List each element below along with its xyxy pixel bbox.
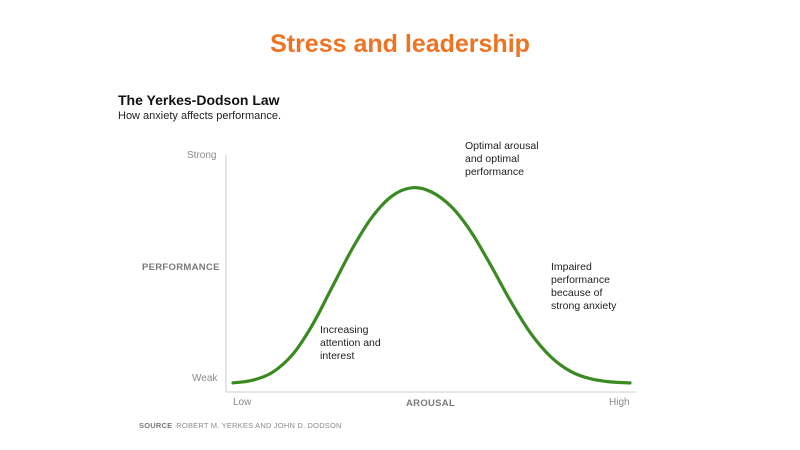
chart-subtitle: How anxiety affects performance. [118, 110, 282, 122]
annotation-line: Increasing [320, 324, 369, 336]
annotation-line: Optimal arousal [465, 140, 539, 152]
annotation-line: interest [320, 350, 355, 362]
annotation-increasing-attention: Increasing attention and interest [320, 324, 381, 363]
annotation-line: because of [551, 287, 603, 299]
slide-title: Stress and leadership [270, 30, 530, 58]
annotation-optimal-performance: Optimal arousal and optimal performance [465, 140, 539, 179]
x-tick-low: Low [233, 397, 252, 408]
annotation-line: and optimal [465, 153, 520, 165]
performance-curve [231, 186, 632, 385]
annotation-impaired-performance: Impaired performance because of strong a… [551, 261, 616, 313]
x-tick-high: High [609, 397, 630, 408]
chart-title: The Yerkes-Dodson Law [118, 92, 280, 108]
y-tick-strong: Strong [187, 150, 217, 161]
source-label: SOURCE [139, 421, 173, 430]
annotation-line: strong anxiety [551, 300, 617, 312]
source-note: SOURCE ROBERT M. YERKES AND JOHN D. DODSO… [139, 421, 342, 430]
x-axis-label: AROUSAL [406, 398, 456, 409]
source-text: ROBERT M. YERKES AND JOHN D. DODSON [176, 421, 342, 430]
annotation-line: attention and [320, 337, 381, 349]
annotation-line: Impaired [551, 261, 592, 273]
y-axis-label: PERFORMANCE [142, 262, 220, 273]
y-tick-weak: Weak [192, 373, 218, 384]
annotation-line: performance [551, 274, 610, 286]
annotation-line: performance [465, 166, 524, 178]
